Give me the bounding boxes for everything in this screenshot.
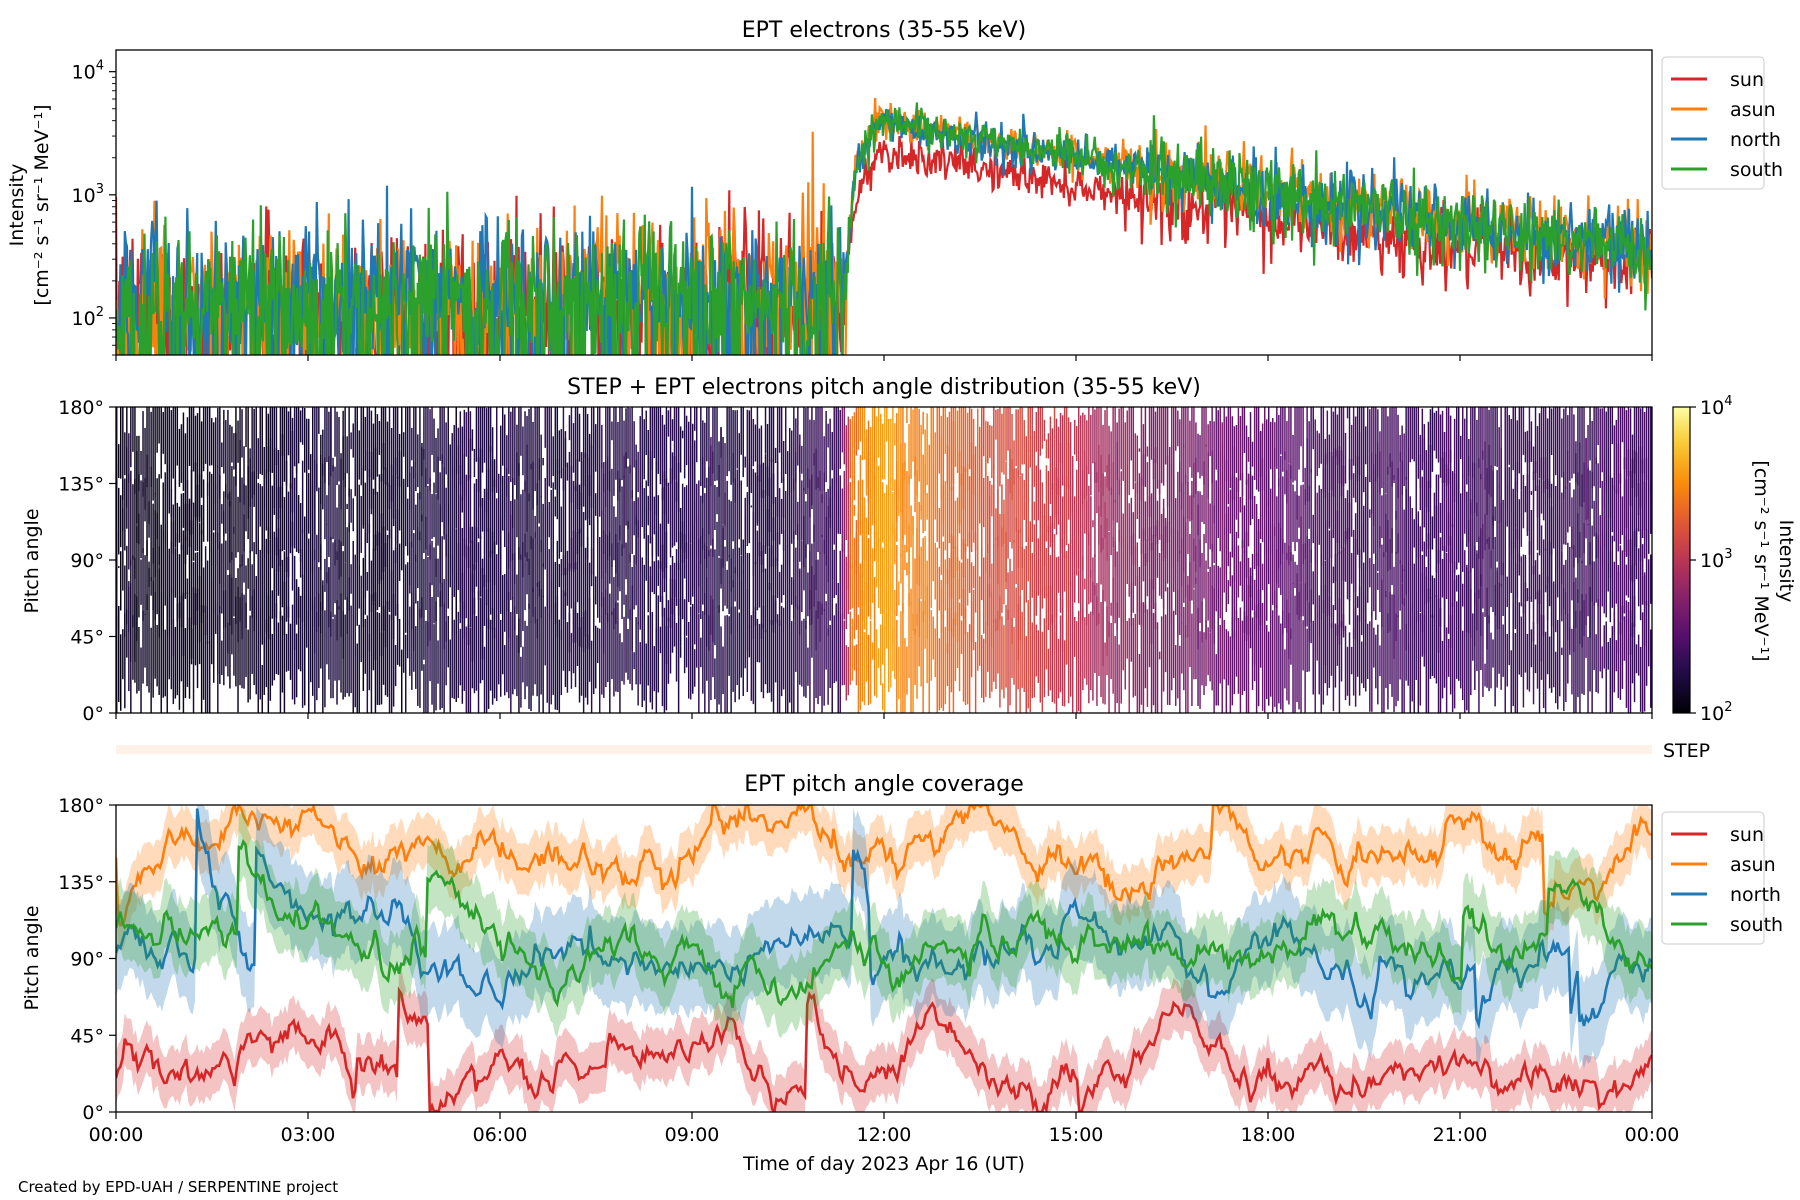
panel3-frame xyxy=(115,804,1653,1113)
panel2-ylabel: Pitch angle xyxy=(21,508,43,613)
panel1-y-ticks: 102 103 104 xyxy=(72,59,1653,361)
panel3-ytick-label: 135° xyxy=(58,872,104,894)
panel2-ytick-label: 135° xyxy=(58,474,104,496)
coverage-band-sun xyxy=(116,964,1652,1112)
panel2-y-ticks: 0° 45° 90° 135° 180° xyxy=(58,397,1653,725)
legend-label-south: south xyxy=(1730,159,1783,181)
x-tick-label: 18:00 xyxy=(1241,1124,1296,1146)
legend-box xyxy=(1661,56,1765,190)
panel1-ytick-label: 104 xyxy=(72,59,104,84)
panel2-ytick-label: 90° xyxy=(70,550,104,572)
panel3-ylabel: Pitch angle xyxy=(21,905,43,1010)
legend-label-asun: asun xyxy=(1730,854,1776,876)
panel1-title: EPT electrons (35-55 keV) xyxy=(742,18,1027,43)
panel2-ytick-label: 180° xyxy=(58,397,104,419)
panel2-frame xyxy=(115,406,1653,714)
panel1-ylabel-2: [cm⁻² s⁻¹ sr⁻¹ MeV⁻¹] xyxy=(31,104,53,305)
colorbar-tick-label: 104 xyxy=(1700,394,1732,419)
x-tick-label: 06:00 xyxy=(473,1124,528,1146)
panel3-ytick-label: 45° xyxy=(70,1025,104,1047)
legend-label-north: north xyxy=(1730,884,1781,906)
panel1-ytick-label: 102 xyxy=(72,305,104,330)
legend-label-sun: sun xyxy=(1730,824,1764,846)
series-line-south xyxy=(116,102,1652,355)
coverage-line-north xyxy=(116,808,1652,1030)
colorbar-gradient xyxy=(1672,406,1691,714)
step-label: STEP xyxy=(1663,740,1710,762)
panel3-y-ticks: 0° 45° 90° 135° 180° xyxy=(58,795,116,1124)
colorbar-tick-label: 103 xyxy=(1700,547,1732,572)
coverage-line-south xyxy=(116,838,1652,1009)
panel1-frame xyxy=(115,49,1653,356)
panel2-title: STEP + EPT electrons pitch angle distrib… xyxy=(567,375,1201,400)
x-tick-label: 21:00 xyxy=(1433,1124,1488,1146)
panel-pitch-coverage: EPT pitch angle coverage 0° 45° 90° 135° 180… xyxy=(21,772,1783,1175)
coverage-line-asun xyxy=(116,805,1652,927)
panel3-x-ticks: 00:00 03:00 06:00 09:00 12:00 15:00 18:00 21:00… xyxy=(89,1112,1680,1146)
panel1-ytick-label: 103 xyxy=(72,182,104,207)
panel-pitch-distribution: STEP + EPT electrons pitch angle distrib… xyxy=(21,375,1797,762)
x-tick-label: 15:00 xyxy=(1049,1124,1104,1146)
coverage-line-sun xyxy=(116,986,1652,1112)
x-tick-label: 03:00 xyxy=(281,1124,336,1146)
x-tick-label: 12:00 xyxy=(857,1124,912,1146)
legend-label-sun: sun xyxy=(1730,69,1764,91)
footer-credit: Created by EPD-UAH / SERPENTINE project xyxy=(18,1178,339,1196)
colorbar-label-1: Intensity xyxy=(1775,520,1797,603)
series-line-north xyxy=(116,108,1652,355)
heatmap-cells xyxy=(116,407,1652,713)
x-tick-label: 00:00 xyxy=(89,1124,144,1146)
colorbar-label-2: [cm⁻² s⁻¹ sr⁻¹ MeV⁻¹] xyxy=(1750,460,1772,661)
panel1-legend: sun asun north south xyxy=(1661,56,1783,190)
panel3-legend: sun asun north south xyxy=(1661,811,1783,945)
panel1-ylabel-1: Intensity xyxy=(6,164,28,247)
panel3-ytick-label: 0° xyxy=(82,1102,104,1124)
panel2-colorbar: 102 103 104 xyxy=(1672,394,1732,725)
coverage-band-asun xyxy=(116,805,1652,951)
x-tick-label: 00:00 xyxy=(1625,1124,1680,1146)
panel3-title: EPT pitch angle coverage xyxy=(744,772,1024,797)
legend-label-south: south xyxy=(1730,914,1783,936)
panel-intensity: EPT electrons (35-55 keV) 102 103 104 Inte… xyxy=(6,18,1783,361)
x-tick-label: 09:00 xyxy=(665,1124,720,1146)
step-strip xyxy=(116,745,1652,754)
coverage-band-south xyxy=(116,807,1652,1042)
panel2-ytick-label: 0° xyxy=(82,703,104,725)
legend-label-asun: asun xyxy=(1730,99,1776,121)
colorbar-tick-label: 102 xyxy=(1700,700,1732,725)
legend-label-north: north xyxy=(1730,129,1781,151)
legend-box xyxy=(1661,811,1765,945)
panel3-ytick-label: 90° xyxy=(70,949,104,971)
panel2-ytick-label: 45° xyxy=(70,627,104,649)
panel3-ytick-label: 180° xyxy=(58,795,104,817)
x-axis-label: Time of day 2023 Apr 16 (UT) xyxy=(742,1153,1025,1175)
